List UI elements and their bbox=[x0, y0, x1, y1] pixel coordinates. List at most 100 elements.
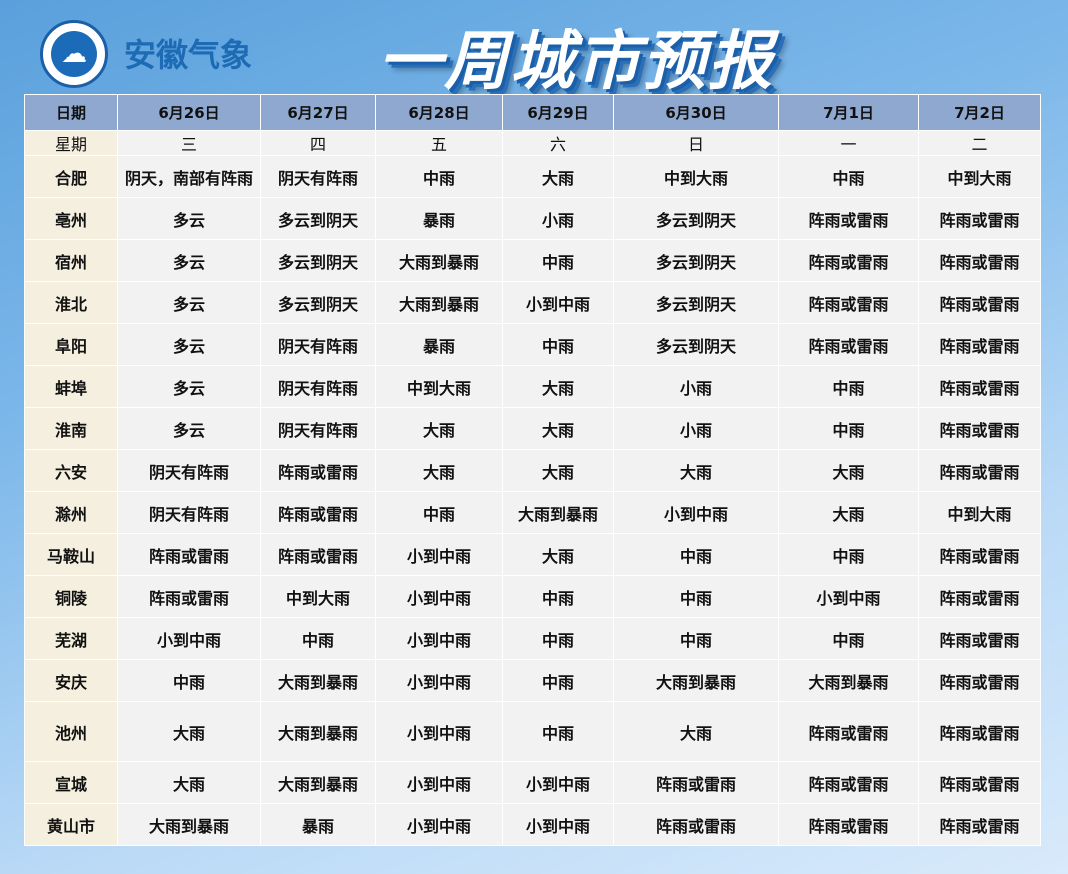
city-name: 宿州 bbox=[24, 239, 118, 282]
forecast-cell: 阵雨或雷雨 bbox=[918, 575, 1041, 618]
forecast-cell: 阵雨或雷雨 bbox=[778, 239, 919, 282]
forecast-cell: 中雨 bbox=[613, 575, 779, 618]
forecast-cell: 阵雨或雷雨 bbox=[613, 803, 779, 846]
forecast-cell: 中到大雨 bbox=[260, 575, 376, 618]
forecast-cell: 中雨 bbox=[260, 617, 376, 660]
page-title: 一周城市预报 bbox=[378, 25, 774, 99]
forecast-cell: 阵雨或雷雨 bbox=[918, 761, 1041, 804]
forecast-cell: 阴天有阵雨 bbox=[260, 155, 376, 198]
forecast-cell: 中雨 bbox=[778, 155, 919, 198]
forecast-cell: 中雨 bbox=[502, 239, 614, 282]
forecast-cell: 小雨 bbox=[613, 407, 779, 450]
weekday-cell: 三 bbox=[117, 130, 261, 156]
forecast-cell: 大雨 bbox=[502, 533, 614, 576]
city-name: 六安 bbox=[24, 449, 118, 492]
forecast-cell: 中雨 bbox=[613, 617, 779, 660]
forecast-table: 日期 6月26日 6月27日 6月28日 6月29日 6月30日 7月1日 7月2日 星期三四… bbox=[24, 94, 1041, 846]
forecast-cell: 大雨 bbox=[375, 407, 503, 450]
table-row: 淮南 多云 阴天有阵雨 大雨 大雨 小雨 中雨 阵雨或雷雨 bbox=[24, 407, 1041, 450]
forecast-cell: 小到中雨 bbox=[375, 617, 503, 660]
forecast-cell: 中雨 bbox=[117, 659, 261, 702]
weekday-header: 星期 bbox=[24, 130, 118, 156]
forecast-cell: 大雨到暴雨 bbox=[375, 281, 503, 324]
table-row: 亳州 多云 多云到阴天 暴雨 小雨 多云到阴天 阵雨或雷雨 阵雨或雷雨 bbox=[24, 197, 1041, 240]
weekday-cell: 日 bbox=[613, 130, 779, 156]
date-column-header: 6月30日 bbox=[613, 94, 779, 131]
table-row: 池州 大雨 大雨到暴雨 小到中雨 中雨 大雨 阵雨或雷雨 阵雨或雷雨 bbox=[24, 701, 1041, 762]
table-row: 淮北 多云 多云到阴天 大雨到暴雨 小到中雨 多云到阴天 阵雨或雷雨 阵雨或雷雨 bbox=[24, 281, 1041, 324]
forecast-cell: 阵雨或雷雨 bbox=[918, 701, 1041, 762]
forecast-cell: 小到中雨 bbox=[613, 491, 779, 534]
forecast-cell: 多云到阴天 bbox=[260, 197, 376, 240]
forecast-cell: 大雨 bbox=[613, 449, 779, 492]
forecast-cell: 多云到阴天 bbox=[260, 239, 376, 282]
forecast-cell: 大雨 bbox=[613, 701, 779, 762]
forecast-cell: 中雨 bbox=[502, 323, 614, 366]
forecast-cell: 阵雨或雷雨 bbox=[918, 239, 1041, 282]
forecast-cell: 大雨 bbox=[502, 407, 614, 450]
forecast-cell: 阵雨或雷雨 bbox=[918, 449, 1041, 492]
forecast-cell: 中到大雨 bbox=[918, 491, 1041, 534]
forecast-cell: 大雨 bbox=[502, 155, 614, 198]
forecast-cell: 阴天，南部有阵雨 bbox=[117, 155, 261, 198]
forecast-cell: 中雨 bbox=[502, 659, 614, 702]
forecast-cell: 多云到阴天 bbox=[613, 281, 779, 324]
forecast-cell: 阵雨或雷雨 bbox=[778, 281, 919, 324]
forecast-cell: 多云 bbox=[117, 365, 261, 408]
forecast-cell: 多云 bbox=[117, 323, 261, 366]
forecast-cell: 多云 bbox=[117, 281, 261, 324]
forecast-cell: 多云到阴天 bbox=[613, 197, 779, 240]
table-row: 六安 阴天有阵雨 阵雨或雷雨 大雨 大雨 大雨 大雨 阵雨或雷雨 bbox=[24, 449, 1041, 492]
forecast-cell: 阵雨或雷雨 bbox=[918, 281, 1041, 324]
forecast-cell: 大雨 bbox=[502, 449, 614, 492]
forecast-cell: 大雨 bbox=[117, 701, 261, 762]
cloud-emblem-icon: ☁ bbox=[51, 31, 97, 77]
forecast-cell: 阵雨或雷雨 bbox=[918, 407, 1041, 450]
forecast-cell: 阵雨或雷雨 bbox=[918, 197, 1041, 240]
forecast-cell: 中雨 bbox=[778, 407, 919, 450]
forecast-cell: 大雨到暴雨 bbox=[778, 659, 919, 702]
forecast-cell: 小到中雨 bbox=[778, 575, 919, 618]
forecast-cell: 中雨 bbox=[502, 701, 614, 762]
forecast-cell: 阵雨或雷雨 bbox=[778, 761, 919, 804]
forecast-cell: 中雨 bbox=[375, 155, 503, 198]
city-name: 淮北 bbox=[24, 281, 118, 324]
forecast-cell: 中雨 bbox=[778, 617, 919, 660]
forecast-cell: 中到大雨 bbox=[613, 155, 779, 198]
forecast-cell: 阵雨或雷雨 bbox=[260, 491, 376, 534]
forecast-cell: 小雨 bbox=[613, 365, 779, 408]
city-name: 滁州 bbox=[24, 491, 118, 534]
forecast-cell: 大雨到暴雨 bbox=[117, 803, 261, 846]
forecast-cell: 小到中雨 bbox=[375, 761, 503, 804]
forecast-cell: 多云 bbox=[117, 407, 261, 450]
forecast-cell: 小到中雨 bbox=[502, 281, 614, 324]
forecast-cell: 小到中雨 bbox=[117, 617, 261, 660]
forecast-cell: 阴天有阵雨 bbox=[117, 491, 261, 534]
date-column-header: 6月26日 bbox=[117, 94, 261, 131]
table-row: 黄山市 大雨到暴雨 暴雨 小到中雨 小到中雨 阵雨或雷雨 阵雨或雷雨 阵雨或雷雨 bbox=[24, 803, 1041, 846]
weekday-cell: 二 bbox=[918, 130, 1041, 156]
forecast-cell: 中到大雨 bbox=[918, 155, 1041, 198]
table-row: 芜湖 小到中雨 中雨 小到中雨 中雨 中雨 中雨 阵雨或雷雨 bbox=[24, 617, 1041, 660]
table-row: 蚌埠 多云 阴天有阵雨 中到大雨 大雨 小雨 中雨 阵雨或雷雨 bbox=[24, 365, 1041, 408]
date-header: 日期 bbox=[24, 94, 118, 131]
table-row: 宿州 多云 多云到阴天 大雨到暴雨 中雨 多云到阴天 阵雨或雷雨 阵雨或雷雨 bbox=[24, 239, 1041, 282]
city-name: 合肥 bbox=[24, 155, 118, 198]
city-name: 阜阳 bbox=[24, 323, 118, 366]
forecast-cell: 阵雨或雷雨 bbox=[918, 323, 1041, 366]
forecast-cell: 暴雨 bbox=[260, 803, 376, 846]
weekday-cell: 五 bbox=[375, 130, 503, 156]
forecast-cell: 多云到阴天 bbox=[613, 323, 779, 366]
forecast-cell: 阵雨或雷雨 bbox=[260, 533, 376, 576]
city-name: 亳州 bbox=[24, 197, 118, 240]
forecast-cell: 小到中雨 bbox=[375, 575, 503, 618]
table-row: 阜阳 多云 阴天有阵雨 暴雨 中雨 多云到阴天 阵雨或雷雨 阵雨或雷雨 bbox=[24, 323, 1041, 366]
table-row: 滁州 阴天有阵雨 阵雨或雷雨 中雨 大雨到暴雨 小到中雨 大雨 中到大雨 bbox=[24, 491, 1041, 534]
forecast-cell: 多云 bbox=[117, 239, 261, 282]
forecast-cell: 大雨 bbox=[778, 491, 919, 534]
forecast-cell: 阵雨或雷雨 bbox=[778, 701, 919, 762]
forecast-cell: 多云 bbox=[117, 197, 261, 240]
forecast-cell: 中雨 bbox=[613, 533, 779, 576]
forecast-cell: 小到中雨 bbox=[375, 701, 503, 762]
city-name: 蚌埠 bbox=[24, 365, 118, 408]
